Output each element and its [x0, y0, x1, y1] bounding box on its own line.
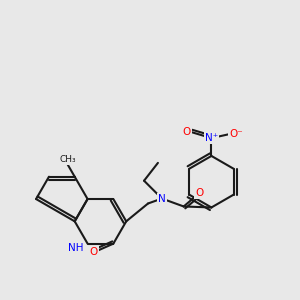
Text: NH: NH [68, 243, 84, 253]
Text: O: O [182, 127, 191, 137]
Text: N: N [158, 194, 166, 203]
Text: O⁻: O⁻ [229, 129, 243, 139]
Text: O: O [195, 188, 204, 198]
Text: O: O [89, 247, 98, 256]
Text: CH₃: CH₃ [59, 154, 76, 164]
Text: N⁺: N⁺ [205, 133, 218, 143]
